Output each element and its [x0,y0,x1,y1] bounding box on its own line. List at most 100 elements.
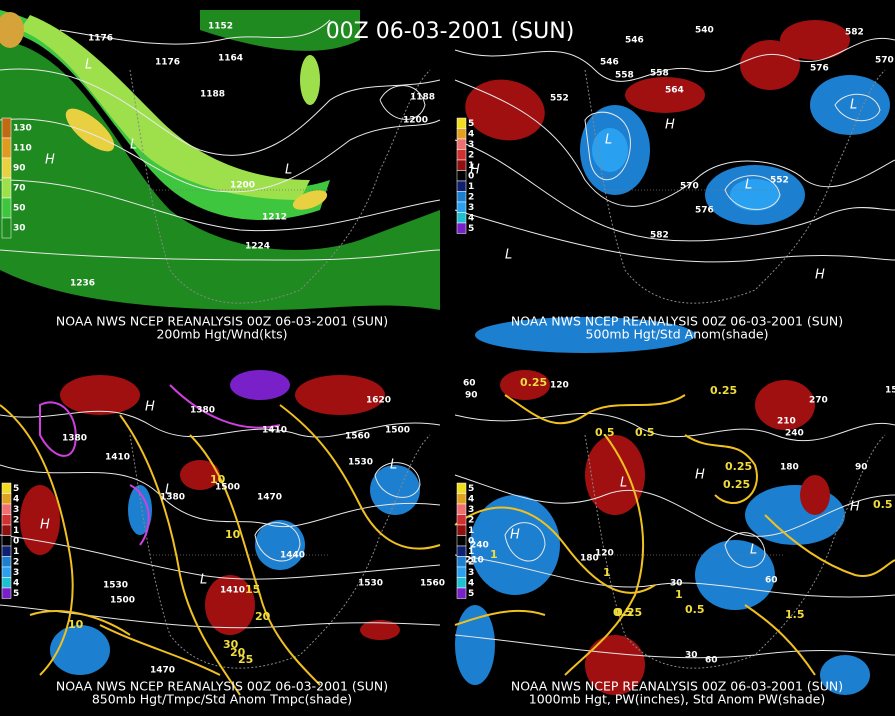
pw-label: 1.5 [785,608,805,621]
pressure-center: H [815,268,825,283]
cold-temperature-contour [39,401,77,457]
contour-label: 240 [470,541,489,551]
legend-swatch [456,222,467,234]
legend-label: 70 [13,184,26,194]
contour-label: 576 [695,206,714,216]
pw-contour [744,604,816,676]
temperature-label: 25 [238,653,253,666]
legend-swatch [456,524,467,536]
contour-label: 1500 [110,596,135,606]
legend-swatch [1,545,12,557]
contour-label: 1236 [70,279,95,289]
legend-label: 30 [13,224,26,234]
anomaly-shading [300,55,320,105]
height-contour [584,111,631,181]
height-contour [0,534,441,580]
contour-label: 570 [680,182,699,192]
contour-label: 1530 [358,579,383,589]
legend-label: 0 [13,536,19,546]
contour-label: 1410 [262,426,287,436]
contour-label: 1164 [218,54,243,64]
legend-label: 2 [13,557,19,567]
anomaly-shading [205,575,255,635]
legend-swatch [1,117,12,139]
height-contour [724,532,766,568]
legend-swatch [456,138,467,150]
legend-label: 1 [468,182,474,192]
pw-contour [454,506,656,594]
height-contour [0,68,441,156]
contour-label: 1530 [103,581,128,591]
pw-label: 0.5 [873,498,893,511]
legend-swatch [1,137,12,159]
legend-swatch [1,197,12,219]
pressure-center: L [745,178,752,193]
contour-label: 1560 [420,579,445,589]
legend-label: 5 [468,224,474,234]
contour-label: 552 [550,94,569,104]
contour-label: 270 [809,396,828,406]
legend-label: 1 [13,547,19,557]
height-contour [0,464,441,528]
anomaly-shading [585,635,645,695]
legend-swatch [456,117,467,129]
legend-label: 3 [13,568,19,578]
contour-label: 1200 [230,181,255,191]
height-contour [454,139,895,242]
contour-label: 1560 [345,432,370,442]
temperature-label: 30 [223,638,239,651]
contour-label: 1500 [215,483,240,493]
contour-label: 576 [810,64,829,74]
legend-label: 4 [468,494,474,504]
map-panel: 5525585645465405465705765825525765825705… [454,10,895,353]
temperature-label: 10 [68,618,84,631]
contour-label: 150 [885,386,895,396]
legend-swatch [456,201,467,213]
pressure-center: L [390,458,397,473]
panel-subtitle: 1000mb Hgt, PW(inches), Std Anom PW(shad… [529,692,825,707]
legend-label: 90 [13,164,26,174]
anomaly-shading [20,485,60,555]
height-contour [379,85,426,120]
contour-label: 570 [875,56,894,66]
pw-contour [454,609,546,626]
legend-swatch [456,566,467,578]
legend-swatch [456,191,467,203]
legend-label: 3 [468,568,474,578]
legend-swatch [456,587,467,599]
panel-caption: NOAA NWS NCEP REANALYSIS 00Z 06-03-2001 … [56,314,388,329]
legend-swatch [456,149,467,161]
legend-swatch [1,535,12,547]
legend-swatch [1,493,12,505]
contour-label: 582 [845,28,864,38]
height-contour [454,474,895,537]
contour-label: 1188 [200,90,225,100]
panel-caption: NOAA NWS NCEP REANALYSIS 00Z 06-03-2001 … [56,679,388,694]
anomaly-shading [200,10,360,51]
contour-label: 1470 [150,666,175,676]
pressure-center: L [620,476,627,491]
legend-label: 3 [468,140,474,150]
legend-label: 3 [468,203,474,213]
legend-label: 1 [468,161,474,171]
anomaly-shading [50,625,110,675]
temperature-label: 15 [245,583,260,596]
legend-swatch [1,503,12,515]
anomaly-shading [370,465,420,515]
pressure-center: L [165,483,172,498]
pressure-center: L [505,248,512,263]
contour-label: 90 [855,463,868,473]
temperature-contour [279,404,441,550]
legend-swatch [456,212,467,224]
height-contour [254,522,301,562]
pw-label: 0.5 [613,606,633,619]
pressure-center: L [200,573,207,588]
contour-label: 30 [685,651,698,661]
anomaly-shading [255,520,305,570]
cold-temperature-contour [129,484,150,546]
temperature-contour [119,414,241,696]
contour-label: 558 [650,69,669,79]
contour-label: 1410 [220,586,245,596]
pw-label: 0.25 [723,478,750,491]
panel-subtitle: 200mb Hgt/Wnd(kts) [156,327,287,342]
